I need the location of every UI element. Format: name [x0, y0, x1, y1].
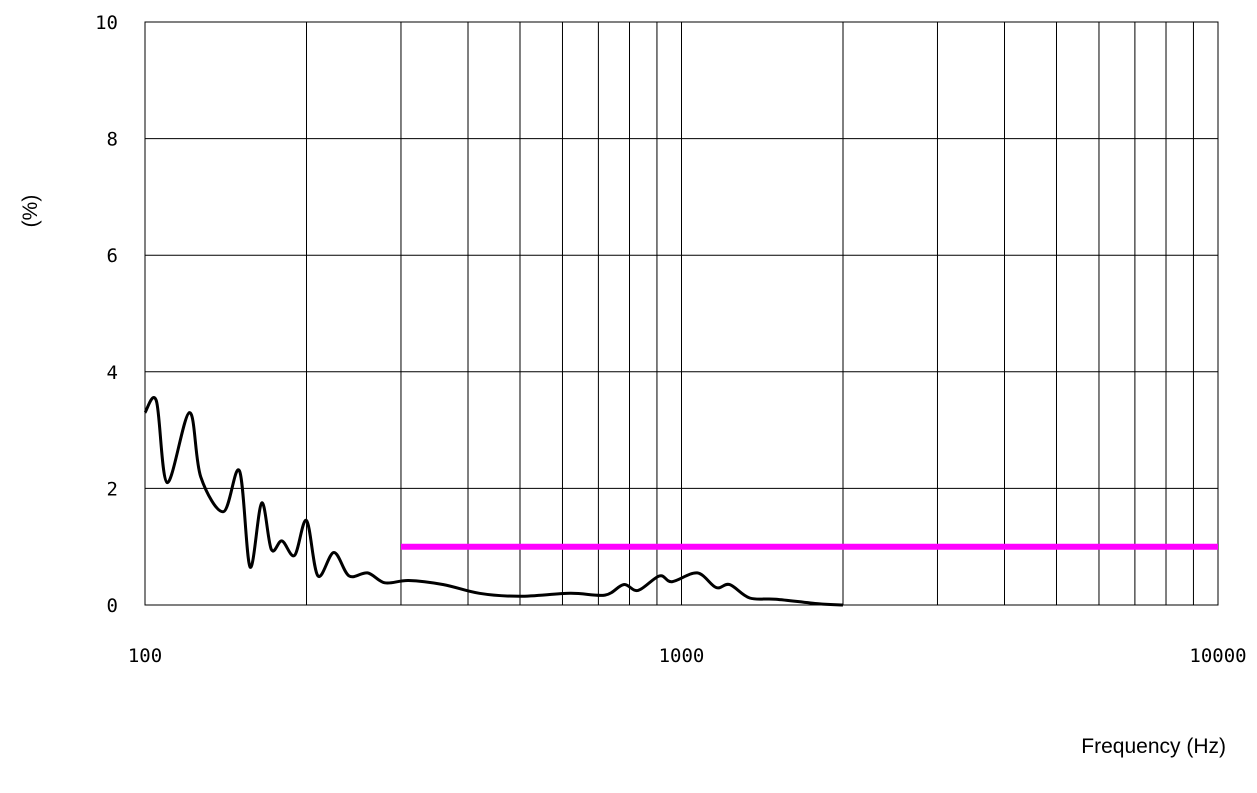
measured-series-line — [143, 396, 844, 607]
x-axis-label: Frequency (Hz) — [1081, 735, 1226, 758]
y-tick-label: 8 — [107, 129, 118, 151]
x-tick-label: 100 — [128, 645, 162, 667]
plot-frame — [144, 21, 1219, 606]
y-tick-label: 4 — [107, 362, 118, 384]
series-layer — [143, 396, 1218, 607]
y-tick-label: 6 — [107, 245, 118, 267]
y-tick-label: 0 — [107, 595, 118, 617]
grid — [145, 22, 1218, 605]
x-tick-label: 10000 — [1189, 645, 1246, 667]
tick-labels: 0 2 4 6 8 10 100 1000 10000 — [95, 12, 1246, 667]
x-tick-label: 1000 — [659, 645, 705, 667]
y-axis-label: (%) — [19, 195, 42, 228]
y-tick-label: 2 — [107, 478, 118, 500]
y-tick-label: 10 — [95, 12, 118, 34]
